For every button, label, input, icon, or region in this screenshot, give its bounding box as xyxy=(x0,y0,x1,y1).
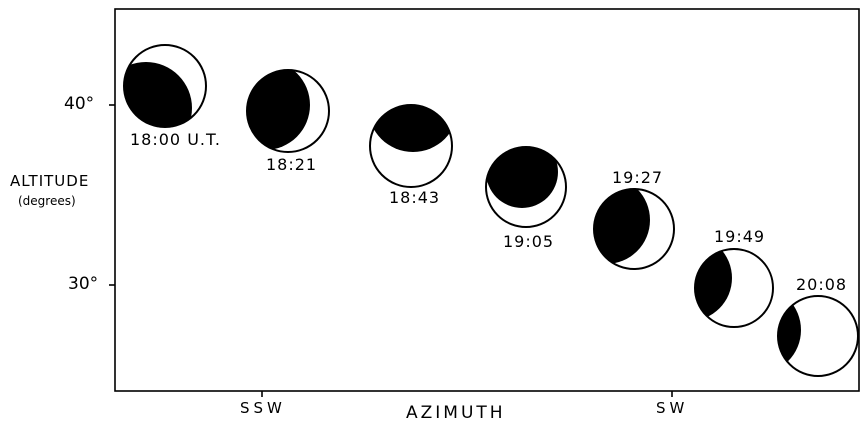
moon-shadow-4 xyxy=(486,147,558,208)
eclipse-phase-1 xyxy=(123,44,207,128)
y-axis-label: ALTITUDE xyxy=(10,172,90,190)
moon-shadow-2 xyxy=(247,70,310,150)
y-tick-label-40: 40° xyxy=(64,94,95,114)
x-tick-label-ssw: SSW xyxy=(240,399,286,417)
time-label-2: 18:21 xyxy=(266,155,318,174)
y-tick-label-30: 30° xyxy=(68,274,99,294)
moon-shadow-3 xyxy=(370,105,452,152)
time-label-1: 18:00 U.T. xyxy=(130,130,221,149)
x-tick-label-sw: SW xyxy=(656,399,689,417)
time-label-5: 19:27 xyxy=(612,168,664,187)
time-label-3: 18:43 xyxy=(389,188,441,207)
time-label-6: 19:49 xyxy=(714,227,766,246)
time-label-4: 19:05 xyxy=(503,232,555,251)
eclipse-phase-4 xyxy=(485,146,567,228)
moon-shadow-5 xyxy=(594,189,650,264)
x-axis-label: AZIMUTH xyxy=(406,403,506,423)
plot-frame xyxy=(114,8,860,392)
moon-shadow-1 xyxy=(124,62,192,127)
eclipse-phase-3 xyxy=(369,104,453,188)
time-label-7: 20:08 xyxy=(796,275,848,294)
y-axis-sublabel: (degrees) xyxy=(18,194,76,208)
eclipse-phase-5 xyxy=(593,188,675,270)
eclipse-phase-6 xyxy=(694,248,774,328)
eclipse-phase-2 xyxy=(246,69,330,153)
